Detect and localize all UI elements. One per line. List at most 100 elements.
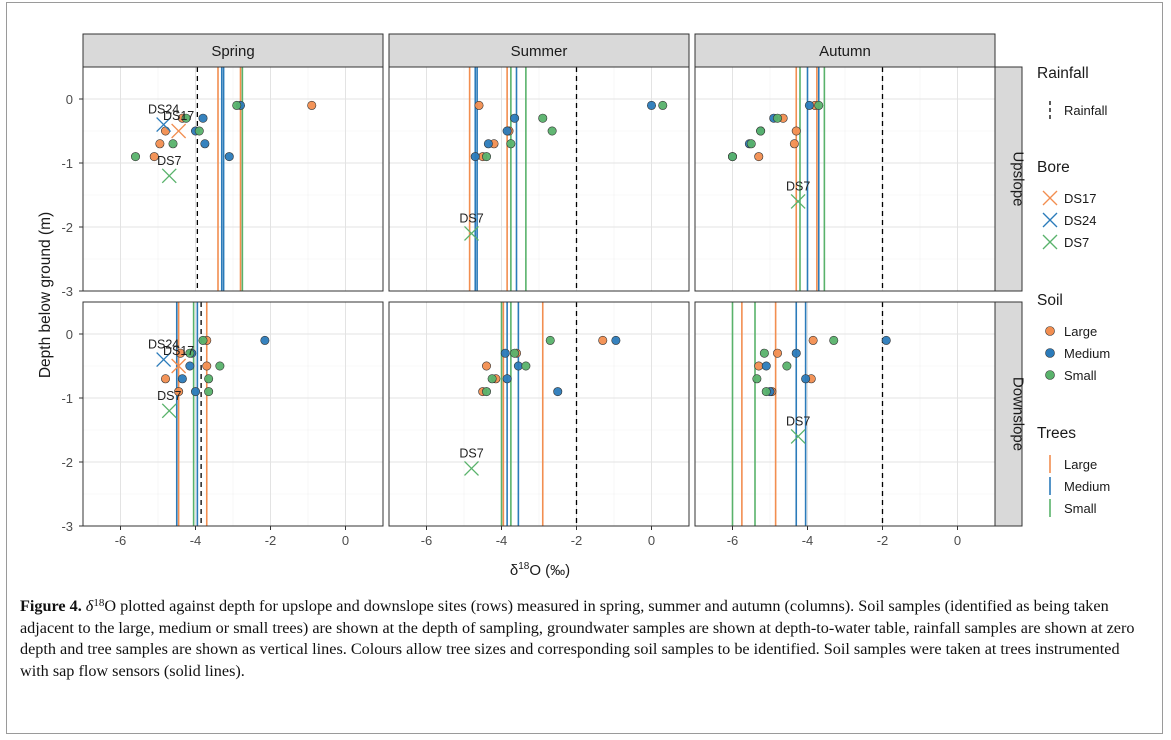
x-tick-label: -6 [115,533,127,548]
soil-point-small [521,361,531,371]
legend-trees-title: Trees [1037,425,1076,442]
facet-label-summer: Summer [511,43,568,60]
soil-point-large [307,100,317,110]
soil-point-small [204,374,214,384]
soil-point-large [174,387,184,397]
soil-point-small [487,374,497,384]
soil-point-medium [761,361,771,371]
caption-delta: δ [85,597,94,615]
soil-point-large [161,374,171,384]
soil-point-large [481,361,491,371]
panel-border [82,301,384,527]
soil-point-medium [611,335,621,345]
figure-label: Figure 4. [20,597,82,615]
bore-marker-ds7-b [464,460,479,476]
soil-point-large [202,361,212,371]
soil-point-small [185,348,195,358]
caption-text: O plotted against depth for upslope and … [20,597,1135,680]
soil-point-small [194,126,204,136]
facet-strip-summer [388,33,690,68]
x-axis-title: δ18O (‰) [510,561,570,579]
x-tick-label: -6 [727,533,739,548]
x-tick-label: -4 [496,533,508,548]
soil-point-small [658,100,668,110]
soil-point-small [538,113,548,123]
panel-upslope-autumn: DS7 [694,66,996,292]
x-tick-label: -2 [877,533,889,548]
panel-downslope-summer: DS7 [388,301,690,527]
facet-strip-autumn [694,33,996,68]
soil-point-large [772,348,782,358]
facet-label-upslope: Upslope [1010,151,1027,206]
soil-point-small [131,152,141,162]
soil-point-medium [200,139,210,149]
legend-soil-title: Soil [1037,292,1063,309]
soil-point-small [481,387,491,397]
soil-point-medium [881,335,891,345]
y-tick-label: -1 [61,156,73,171]
figure-caption: Figure 4. δ18O plotted against depth for… [20,596,1140,682]
legend-bore-title: Bore [1037,159,1070,176]
panel-border [694,66,996,292]
panel-border [388,66,690,292]
soil-point-small [204,387,214,397]
soil-point-small [181,113,191,123]
legend-bore-label-ds17: DS17 [1064,191,1097,206]
x-tick-label: -6 [421,533,433,548]
soil-point-medium [502,374,512,384]
y-tick-label: 0 [66,92,73,107]
soil-point-medium [483,139,493,149]
bore-marker-ds17-b [171,123,187,139]
soil-point-medium [260,335,270,345]
y-tick-label: -2 [61,455,73,470]
soil-point-large [598,335,608,345]
x-tick-label: 0 [342,533,349,548]
soil-point-small [772,113,782,123]
soil-point-medium [510,113,520,123]
faceted-scatter-chart: Spring Summer AutumnUpslopeDownslopeDS24DS… [37,33,1110,579]
x-tick-label: -4 [190,533,202,548]
soil-point-small [814,100,824,110]
legend-trees-label-medium: Medium [1064,479,1110,494]
bore-label-ds7: DS7 [459,446,483,460]
facet-label-spring: Spring [211,43,254,60]
legend-soil-key-large [1045,326,1055,336]
soil-point-small [752,374,762,384]
legend-soil-label-large: Large [1064,324,1097,339]
bore-label-ds7: DS7 [786,414,810,428]
legend-soil-key-medium [1045,348,1055,358]
soil-point-medium [177,374,187,384]
soil-point-small [510,348,520,358]
x-tick-label: 0 [954,533,961,548]
soil-point-medium [804,100,814,110]
soil-point-small [746,139,756,149]
soil-point-medium [646,100,656,110]
soil-point-medium [791,348,801,358]
soil-point-large [161,126,171,136]
bore-marker-ds7-b [790,428,806,444]
legend-bore-label-ds7: DS7 [1064,235,1089,250]
legend-soil-label-small: Small [1064,368,1097,383]
y-tick-label: 0 [66,327,73,342]
panel-upslope-summer: DS7 [388,66,690,292]
soil-point-large [754,152,764,162]
y-tick-label: -2 [61,220,73,235]
soil-point-medium [198,113,208,123]
soil-point-medium [185,361,195,371]
x-tick-label: -2 [265,533,277,548]
panel-border [388,301,690,527]
soil-point-small [506,139,516,149]
bore-label-ds7: DS7 [157,389,181,403]
soil-point-large [149,152,159,162]
legend-rainfall-label: Rainfall [1064,103,1107,118]
bore-label-ds7: DS7 [157,154,181,168]
soil-point-small [545,335,555,345]
bore-marker-ds17-b [171,358,187,374]
soil-point-medium [502,126,512,136]
x-axis-title-delta: δ [510,562,518,579]
legend-rainfall-title: Rainfall [1037,65,1089,82]
bore-marker-ds24-b [156,117,172,133]
bore-label-ds17: DS17 [163,109,194,123]
